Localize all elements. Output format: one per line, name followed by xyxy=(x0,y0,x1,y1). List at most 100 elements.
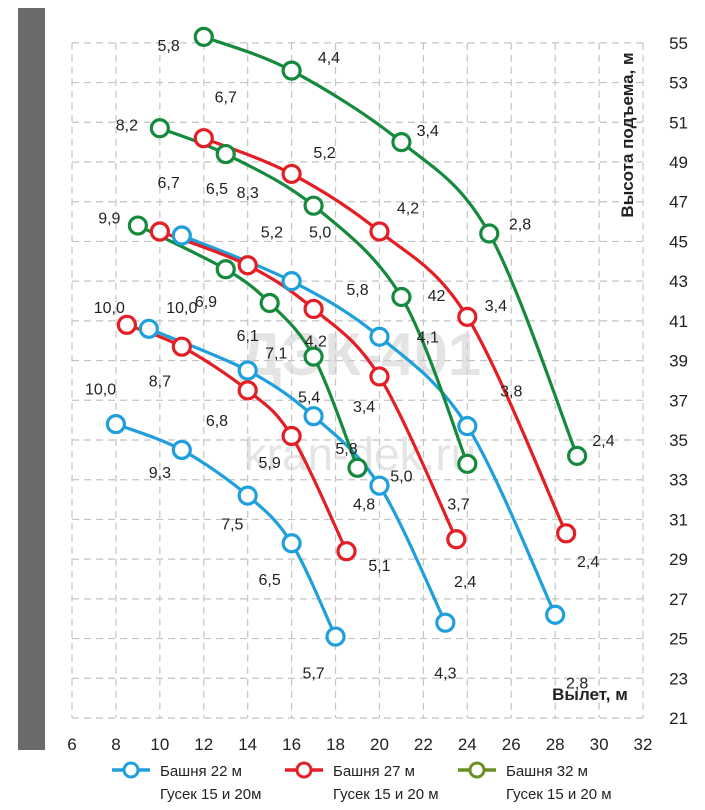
point-label: 5,9 xyxy=(259,455,281,472)
data-point xyxy=(336,541,357,562)
point-label: 5,4 xyxy=(298,389,320,406)
point-label: 4,1 xyxy=(417,330,439,347)
legend-entry-line2: Гусек 15 и 20м xyxy=(160,786,261,803)
series-line xyxy=(202,35,579,458)
point-labels: 8,3 5,8 4,1 3,8 2,8 10,0 7,1 5,8 5,0 4,3 10,0 9,3 7,… xyxy=(85,38,615,692)
data-point xyxy=(303,195,324,216)
data-point xyxy=(193,128,214,149)
data-point xyxy=(325,626,346,647)
data-point xyxy=(457,453,478,474)
y-tick-label: 31 xyxy=(669,510,688,529)
point-label: 8,3 xyxy=(237,185,259,202)
point-label: 6,7 xyxy=(215,89,237,106)
data-point xyxy=(347,457,368,478)
data-point xyxy=(259,292,280,314)
x-tick-label: 8 xyxy=(111,735,120,754)
markers xyxy=(105,26,588,647)
y-tick-label: 51 xyxy=(669,113,688,132)
data-point xyxy=(149,221,170,242)
x-tick-label: 16 xyxy=(282,735,301,754)
data-point xyxy=(369,475,390,496)
point-label: 2,8 xyxy=(509,217,531,234)
data-point xyxy=(237,380,258,401)
data-point xyxy=(446,529,467,550)
point-label: 2,4 xyxy=(454,574,476,591)
point-label: 7,1 xyxy=(265,346,287,363)
x-tick-labels: 6 8 10 12 14 16 18 20 22 24 26 28 30 32 xyxy=(67,735,652,754)
data-point xyxy=(303,346,324,367)
y-tick-label: 39 xyxy=(669,352,688,371)
y-tick-label: 49 xyxy=(669,153,688,172)
legend-entry-line2: Гусек 15 и 20 м xyxy=(506,786,612,803)
x-tick-label: 10 xyxy=(150,735,169,754)
legend-entry-line2: Гусек 15 и 20 м xyxy=(333,786,439,803)
point-label: 6,8 xyxy=(206,413,228,430)
y-tick-label: 25 xyxy=(669,630,688,649)
x-tick-label: 30 xyxy=(590,735,609,754)
data-point xyxy=(281,271,302,292)
legend-entry-line1: Башня 22 м xyxy=(160,763,242,780)
point-label: 3,4 xyxy=(353,399,375,416)
data-point xyxy=(369,326,390,347)
legend-entry-line1: Башня 27 м xyxy=(333,763,415,780)
point-label: 3,8 xyxy=(500,383,522,400)
point-label: 5,0 xyxy=(309,225,331,242)
data-point xyxy=(567,445,588,466)
y-tick-label: 41 xyxy=(669,312,688,331)
point-label: 42 xyxy=(428,288,446,305)
x-axis-label: Вылет, м xyxy=(552,685,628,704)
data-point xyxy=(215,143,236,165)
y-tick-label: 53 xyxy=(669,74,688,93)
point-label: 5,0 xyxy=(390,469,412,486)
data-point xyxy=(281,163,302,185)
data-point xyxy=(215,259,236,280)
x-tick-label: 26 xyxy=(502,735,521,754)
data-point xyxy=(116,314,138,335)
x-tick-label: 24 xyxy=(458,735,477,754)
point-label: 5,2 xyxy=(313,145,335,162)
curves xyxy=(114,35,579,639)
data-point xyxy=(171,336,192,357)
data-point xyxy=(369,366,390,387)
point-label: 5,8 xyxy=(346,282,368,299)
data-point xyxy=(281,425,302,447)
series-line xyxy=(202,136,568,535)
y-tick-label: 35 xyxy=(669,431,688,450)
y-tick-label: 33 xyxy=(669,471,688,490)
y-tick-label: 29 xyxy=(669,550,688,569)
data-point xyxy=(391,132,412,153)
data-point xyxy=(237,485,258,506)
point-label: 4,3 xyxy=(434,665,456,682)
point-label: 5,2 xyxy=(261,225,283,242)
data-point xyxy=(138,318,159,339)
data-point xyxy=(435,612,456,633)
y-tick-label: 23 xyxy=(669,669,688,688)
point-label: 4,2 xyxy=(397,201,419,218)
legend-swatch-marker xyxy=(122,761,140,779)
x-tick-label: 20 xyxy=(370,735,389,754)
watermark-line1: ДЭК-401 xyxy=(239,321,481,388)
point-label: 3,4 xyxy=(485,298,507,315)
point-label: 8,2 xyxy=(116,117,138,134)
data-point xyxy=(281,533,302,554)
point-label: 6,7 xyxy=(158,175,180,192)
data-point xyxy=(545,604,566,625)
legend-swatch-marker xyxy=(468,761,486,779)
point-label: 10,0 xyxy=(85,381,116,398)
left-dark-bar xyxy=(18,8,45,750)
point-label: 5,1 xyxy=(368,558,390,575)
y-tick-label: 21 xyxy=(669,709,688,728)
data-point xyxy=(457,416,478,437)
y-tick-label: 55 xyxy=(669,34,688,53)
x-tick-label: 18 xyxy=(326,735,345,754)
data-point xyxy=(171,439,192,461)
point-label: 2,4 xyxy=(592,433,614,450)
data-point xyxy=(457,306,478,327)
data-point xyxy=(149,118,170,139)
y-tick-label: 43 xyxy=(669,272,688,291)
legend: Башня 22 м Гусек 15 и 20м Башня 27 м Гусек … xyxy=(112,761,612,803)
point-label: 6,9 xyxy=(195,294,217,311)
x-tick-label: 32 xyxy=(634,735,653,754)
x-tick-label: 14 xyxy=(238,735,257,754)
